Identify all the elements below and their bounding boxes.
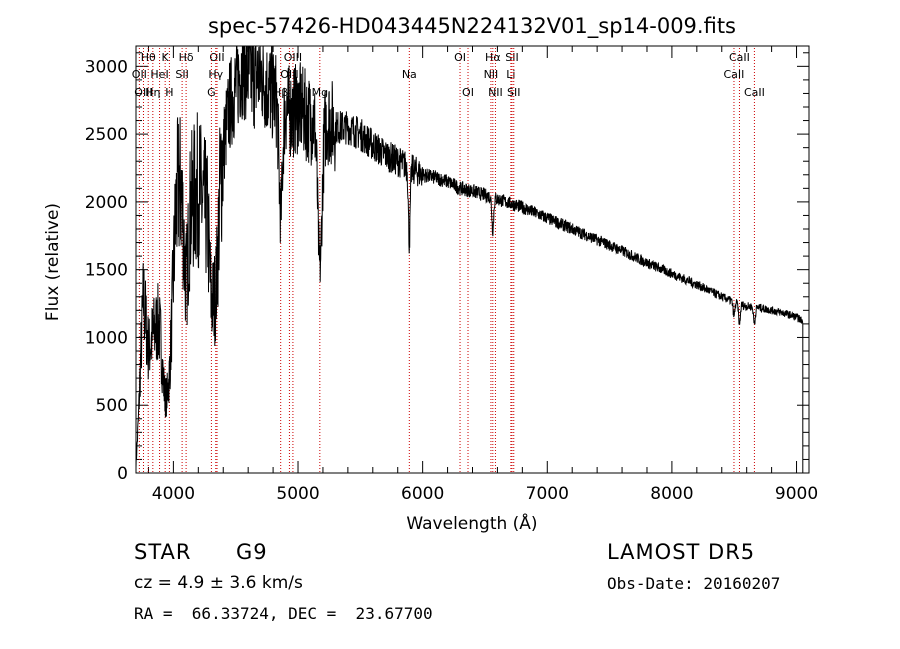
y-axis-label: Flux (relative) <box>43 203 63 321</box>
chart-title: spec-57426-HD043445N224132V01_sp14-009.f… <box>208 14 736 39</box>
y-tick-label: 0 <box>117 464 128 484</box>
line-marker-label: Hδ <box>179 51 194 64</box>
line-marker-label: Mg <box>312 86 328 99</box>
line-marker-label: OI <box>454 51 466 64</box>
y-tick-label: 2000 <box>85 193 128 213</box>
line-marker-label: OII <box>209 51 224 64</box>
line-marker-label: Li <box>506 68 515 81</box>
x-tick-label: 9000 <box>775 484 818 504</box>
object-subclass: G9 <box>236 540 268 564</box>
line-marker-label: CaII <box>724 68 745 81</box>
survey-label: LAMOST DR5 <box>607 540 756 564</box>
line-marker-label: OIII <box>284 51 302 64</box>
line-marker-label: H <box>165 86 173 99</box>
y-tick-label: 3000 <box>85 57 128 77</box>
x-tick-label: 6000 <box>401 484 444 504</box>
y-tick-label: 1000 <box>85 328 128 348</box>
line-marker-label: G <box>207 86 216 99</box>
coordinates: RA = 66.33724, DEC = 23.67700 <box>134 604 433 623</box>
line-marker-label: Hγ <box>208 68 223 81</box>
line-marker-label: Hη <box>145 86 160 99</box>
y-tick-label: 1500 <box>85 261 128 281</box>
y-tick-label: 500 <box>96 396 128 416</box>
x-tick-label: 5000 <box>276 484 319 504</box>
line-marker-label: CaII <box>729 51 750 64</box>
line-marker-label: SII <box>175 68 188 81</box>
y-axis: 0 500 1000 1500 2000 2500 3000 <box>85 52 809 484</box>
line-marker-label: NII <box>484 68 499 81</box>
x-tick-label: 4000 <box>152 484 195 504</box>
redshift-value: cz = 4.9 ± 3.6 km/s <box>134 573 303 593</box>
line-marker-label: HeI <box>150 68 168 81</box>
plot-frame <box>135 45 810 474</box>
line-marker-label: K <box>162 51 170 64</box>
object-class: STAR <box>134 540 192 564</box>
line-marker-label: OII <box>132 68 147 81</box>
line-marker-label: Hθ <box>141 51 156 64</box>
x-tick-label: 8000 <box>650 484 693 504</box>
line-marker-label: SII <box>505 51 518 64</box>
y-tick-label: 2500 <box>85 125 128 145</box>
line-marker-label: OIII <box>134 86 152 99</box>
line-marker-label: Na <box>402 68 417 81</box>
line-marker-label: NII <box>488 86 503 99</box>
x-axis-label: Wavelength (Å) <box>406 512 537 534</box>
spectrum-line <box>135 45 804 473</box>
line-marker-label: SII <box>507 86 520 99</box>
line-marker-label: CaII <box>744 86 765 99</box>
obs-date: Obs-Date: 20160207 <box>607 574 781 593</box>
x-axis: 4000 5000 6000 7000 8000 9000 <box>147 46 818 504</box>
line-marker-label: OI <box>462 86 474 99</box>
line-marker-label: Hα <box>485 51 501 64</box>
x-tick-label: 7000 <box>526 484 569 504</box>
